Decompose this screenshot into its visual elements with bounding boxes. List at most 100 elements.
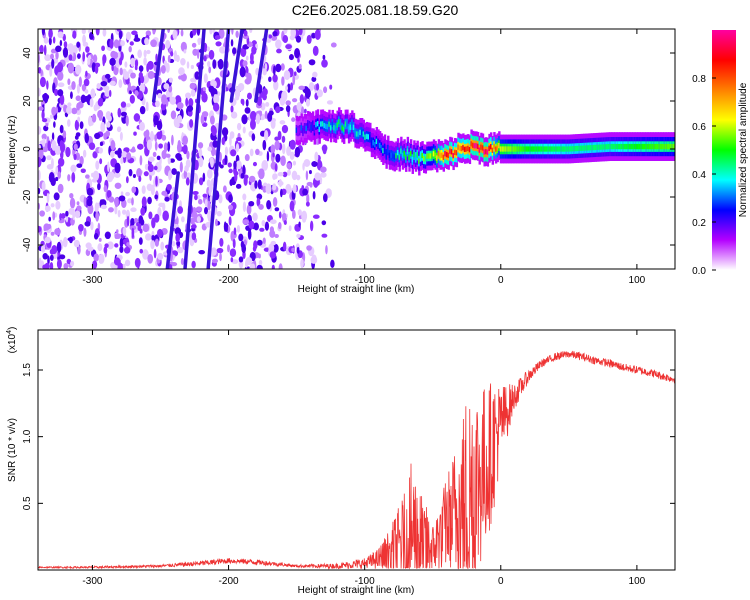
noise-speck (75, 95, 82, 102)
signal-cell (311, 123, 315, 129)
noise-speck (270, 144, 276, 154)
noise-speck (249, 148, 254, 157)
noise-speck (143, 49, 147, 58)
noise-speck (271, 264, 275, 269)
noise-speck (275, 153, 281, 163)
noise-speck (181, 216, 185, 223)
noise-speck (117, 51, 121, 59)
noise-speck (180, 258, 185, 266)
noise-speck (272, 173, 278, 180)
signal-cell (298, 127, 302, 133)
noise-speck (108, 196, 115, 203)
signal-cell (620, 143, 624, 150)
x-tick-label: -100 (355, 576, 375, 587)
noise-speck (266, 150, 270, 162)
noise-speck (295, 35, 302, 43)
noise-speck (38, 202, 41, 210)
noise-speck (248, 175, 256, 183)
spectrogram-cells (38, 29, 675, 269)
signal-cell (365, 133, 369, 139)
noise-speck (232, 238, 236, 249)
noise-speck (147, 253, 154, 264)
noise-speck (134, 217, 139, 224)
signal-cell (596, 144, 599, 150)
x-tick-label: -200 (219, 576, 239, 587)
noise-speck (312, 191, 316, 200)
noise-speck (124, 259, 131, 267)
noise-speck (167, 170, 172, 181)
signal-cell (553, 146, 557, 152)
noise-speck (242, 219, 250, 225)
noise-speck (51, 132, 55, 141)
noise-speck (154, 194, 159, 200)
noise-speck (177, 114, 183, 124)
signal-cell (537, 146, 540, 152)
noise-speck (206, 46, 211, 52)
noise-speck (146, 139, 153, 151)
noise-speck (311, 76, 317, 82)
noise-speck (240, 46, 247, 58)
signal-cell (498, 142, 501, 149)
noise-speck (134, 65, 138, 71)
x-tick-label: 100 (629, 576, 646, 587)
signal-cell (419, 153, 423, 160)
noise-speck (76, 102, 81, 111)
signal-cell (356, 131, 359, 137)
signal-cell (483, 149, 486, 155)
signal-cell (323, 122, 326, 129)
noise-speck (81, 84, 87, 92)
noise-speck (86, 198, 93, 207)
signal-cell (460, 146, 463, 152)
noise-speck (246, 204, 252, 215)
noise-speck (106, 190, 112, 199)
noise-speck (133, 131, 137, 136)
noise-speck (83, 227, 87, 237)
noise-speck (54, 228, 61, 236)
noise-speck (255, 148, 260, 156)
noise-speck (174, 122, 180, 128)
noise-speck (71, 80, 76, 90)
noise-speck (102, 54, 107, 64)
noise-speck (125, 31, 132, 41)
snr-frame (37, 329, 676, 571)
noise-speck (175, 233, 181, 243)
noise-speck (50, 53, 55, 60)
noise-speck (145, 233, 152, 241)
noise-speck (231, 259, 239, 265)
noise-speck (218, 161, 222, 167)
noise-speck (67, 174, 71, 182)
noise-speck (321, 59, 328, 68)
signal-cell (424, 156, 428, 162)
noise-speck (316, 89, 323, 98)
noise-speck (294, 146, 301, 158)
noise-speck (186, 61, 190, 69)
noise-speck (204, 206, 208, 215)
noise-speck (296, 233, 301, 239)
signal-cell (543, 146, 547, 152)
noise-speck (44, 205, 51, 212)
x-tick-label: 100 (629, 275, 646, 286)
noise-speck (100, 204, 107, 210)
signal-cell (326, 124, 330, 130)
noise-speck (73, 153, 77, 161)
noise-speck (330, 259, 335, 268)
noise-speck (274, 163, 278, 172)
noise-speck (145, 30, 152, 37)
signal-cell (382, 147, 385, 154)
interference-streak (206, 29, 231, 269)
noise-speck (68, 54, 73, 61)
noise-speck (308, 59, 316, 66)
signal-cell (643, 143, 646, 150)
noise-speck (120, 111, 127, 117)
noise-speck (99, 141, 104, 147)
noise-speck (170, 110, 177, 120)
noise-speck (236, 136, 242, 142)
noise-speck (273, 65, 276, 76)
noise-speck (67, 119, 71, 127)
signal-cell (604, 144, 607, 150)
signal-cell (362, 131, 365, 137)
noise-speck (102, 29, 107, 37)
noise-speck (276, 48, 282, 54)
noise-speck (50, 48, 57, 54)
signal-cell (398, 154, 401, 160)
